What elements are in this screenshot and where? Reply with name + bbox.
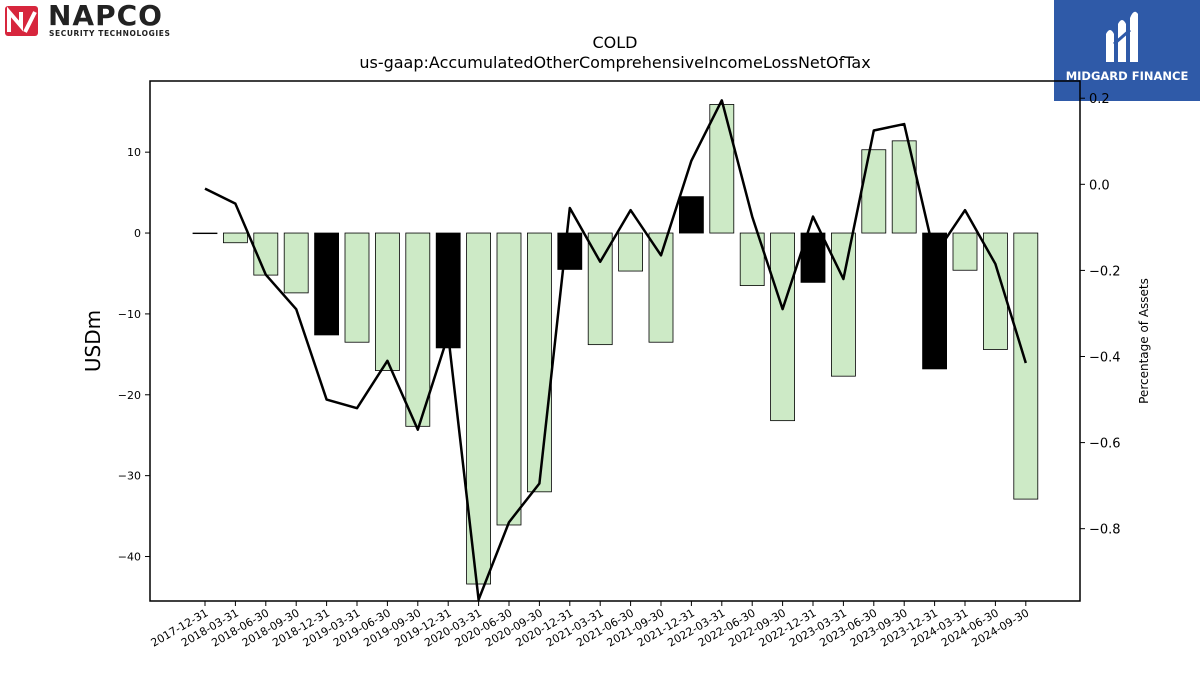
- line-layer: [204, 99, 1027, 601]
- napco-tagline: SECURITY TECHNOLOGIES: [49, 29, 171, 38]
- bar-2018-03-31: [222, 232, 248, 244]
- midgard-logo: MIDGARD FINANCE: [1054, 0, 1200, 101]
- bar-2022-03-31: [709, 104, 735, 234]
- bar-2018-12-31: [314, 232, 340, 336]
- series-line: [204, 99, 1027, 601]
- bar-2024-09-30: [1013, 232, 1039, 500]
- chart-title: COLD: [593, 33, 638, 52]
- bar-2023-06-30: [861, 149, 887, 234]
- napco-mark-icon: [5, 6, 38, 36]
- midgard-mark-icon: [1106, 11, 1138, 62]
- y2-axis-label: Percentage of Assets: [1137, 278, 1151, 404]
- napco-logo: NAPCO SECURITY TECHNOLOGIES: [5, 0, 210, 39]
- bar-2023-09-30: [891, 140, 917, 234]
- bar-2022-09-30: [770, 232, 795, 422]
- bar-2021-06-30: [618, 232, 643, 272]
- bar-2021-09-30: [648, 232, 674, 343]
- right-axis: −0.8 −0.6 −0.4 −0.2 0.0 0.2: [1080, 92, 1121, 538]
- bar-2024-03-31: [952, 232, 978, 271]
- bar-2020-06-30: [496, 232, 522, 526]
- midgard-brand: MIDGARD FINANCE: [1065, 69, 1189, 83]
- bar-2020-09-30: [527, 232, 552, 493]
- y-tick-label: −10: [118, 308, 141, 321]
- bar-2019-06-30: [374, 232, 400, 371]
- bar-2021-03-31: [587, 232, 613, 346]
- bar-layer: [192, 104, 1039, 585]
- y2-tick-label: −0.6: [1089, 437, 1121, 452]
- y-tick-label: −30: [118, 470, 141, 483]
- y-axis-label: USDm: [81, 310, 105, 372]
- chart-subtitle: us-gaap:AccumulatedOtherComprehensiveInc…: [359, 53, 870, 72]
- y2-tick-label: 0.2: [1089, 92, 1110, 107]
- y-tick-label: −40: [118, 551, 141, 564]
- bar-2017-12-31: [192, 232, 218, 235]
- bar-2019-09-30: [405, 232, 431, 427]
- y-tick-label: 0: [134, 227, 141, 240]
- y2-tick-label: −0.8: [1089, 523, 1121, 538]
- bar-2018-09-30: [283, 232, 309, 294]
- y2-tick-label: 0.0: [1089, 178, 1110, 193]
- bar-2021-12-31: [679, 196, 704, 234]
- x-axis: 2017-12-312018-03-312018-06-302018-09-30…: [149, 601, 1031, 650]
- bar-2023-03-31: [831, 232, 856, 377]
- plot-frame: [149, 80, 1081, 602]
- y-tick-label: −20: [118, 389, 141, 402]
- napco-brand: NAPCO: [48, 0, 163, 32]
- bar-2019-12-31: [435, 232, 461, 349]
- bar-2019-03-31: [344, 232, 370, 343]
- left-axis: −40 −30 −20 −10 0 10: [118, 146, 150, 564]
- y2-tick-label: −0.2: [1089, 264, 1121, 279]
- y-tick-label: 10: [127, 146, 141, 159]
- bar-2020-12-31: [557, 232, 583, 270]
- y2-tick-label: −0.4: [1089, 350, 1121, 365]
